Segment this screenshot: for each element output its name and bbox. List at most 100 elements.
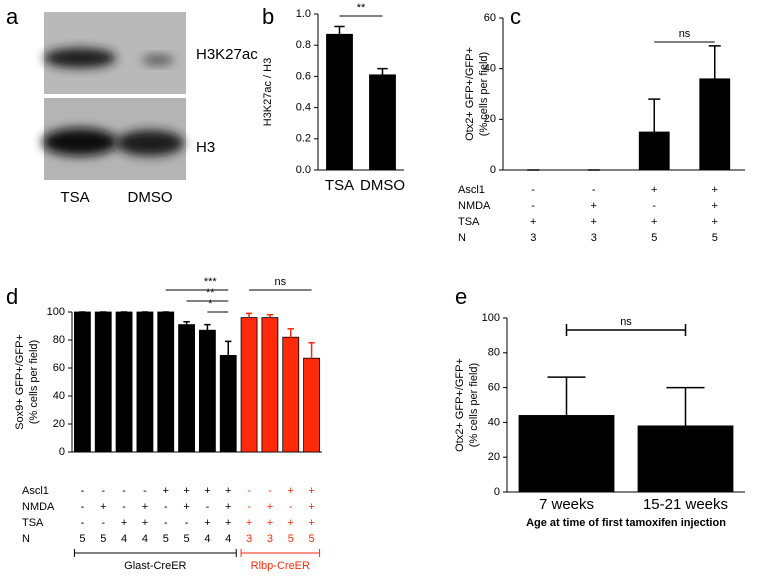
error-bar (547, 376, 586, 416)
error-bar (666, 386, 705, 426)
error-bar (204, 323, 211, 331)
y-tick-label: 1.0 (296, 8, 311, 20)
condition-value: - (531, 184, 535, 196)
bar (136, 311, 154, 453)
condition-value: 4 (204, 533, 210, 545)
y-tick-label: 0 (490, 164, 496, 176)
bar (157, 311, 175, 453)
panel-label: a (6, 4, 19, 29)
error-bar (245, 312, 253, 318)
condition-value: - (185, 517, 189, 529)
condition-value: + (288, 485, 294, 497)
condition-value: - (164, 517, 168, 529)
y-tick-label: 0 (494, 486, 500, 498)
x-tick-label: TSA (325, 177, 354, 194)
condition-value: 5 (163, 533, 169, 545)
significance-label: ns (620, 316, 632, 328)
condition-value: - (81, 485, 85, 497)
y-axis-label: (% cells per field) (478, 52, 490, 136)
significance-label: *** (204, 276, 218, 288)
bar (199, 329, 216, 453)
condition-value: - (164, 501, 168, 513)
condition-value: 3 (530, 232, 536, 244)
y-tick-label: 80 (53, 334, 65, 346)
condition-value: - (143, 485, 147, 497)
condition-name: Ascl1 (458, 184, 485, 196)
condition-name: NMDA (458, 200, 491, 212)
condition-value: + (308, 501, 314, 513)
group-label: Rlbp-CreER (251, 560, 310, 572)
bar (699, 78, 731, 171)
y-tick-label: 40 (488, 416, 500, 428)
condition-value: 4 (225, 533, 231, 545)
condition-name: Ascl1 (22, 485, 49, 497)
condition-value: + (183, 485, 189, 497)
band-label: H3K27ac (196, 46, 258, 63)
condition-name: TSA (22, 517, 44, 529)
condition-value: + (225, 517, 231, 529)
condition-value: 5 (79, 533, 85, 545)
condition-value: 5 (712, 232, 718, 244)
condition-value: - (206, 501, 210, 513)
condition-value: + (183, 501, 189, 513)
condition-value: 5 (288, 533, 294, 545)
band (142, 55, 174, 65)
condition-value: - (81, 517, 85, 529)
condition-value: 3 (267, 533, 273, 545)
condition-value: + (591, 200, 597, 212)
blot-panel: a H3K27ac H3 TSA DMSO (6, 4, 258, 206)
condition-value: + (651, 216, 657, 228)
condition-name: N (458, 232, 466, 244)
y-axis-label: H3K27ac / H3 (262, 58, 274, 126)
condition-value: 5 (651, 232, 657, 244)
y-axis-label: Otx2+ GFP+/GFP+ (464, 47, 476, 141)
condition-value: + (288, 517, 294, 529)
condition-value: + (591, 216, 597, 228)
condition-value: 4 (142, 533, 148, 545)
y-tick-label: 80 (488, 347, 500, 359)
condition-value: + (712, 184, 718, 196)
x-tick-label: 15-21 weeks (643, 496, 728, 513)
significance-label: ns (679, 28, 691, 40)
condition-value: - (101, 517, 105, 529)
x-tick-label: DMSO (360, 177, 405, 194)
significance-label: ** (206, 287, 215, 299)
condition-value: + (267, 517, 273, 529)
condition-value: + (308, 485, 314, 497)
error-bar (648, 98, 661, 132)
panel-label: c (510, 4, 521, 29)
panel-label: b (262, 4, 274, 29)
y-tick-label: 100 (482, 312, 500, 324)
band (42, 128, 118, 156)
y-axis-label: Sox9+ GFP+/GFP+ (14, 334, 26, 430)
condition-value: + (225, 501, 231, 513)
y-tick-label: 0.6 (296, 70, 311, 82)
bar (261, 317, 279, 453)
significance-label: ** (357, 2, 366, 14)
condition-value: - (652, 200, 656, 212)
significance-label: ns (275, 276, 287, 288)
bar (74, 311, 91, 453)
error-bar (708, 45, 721, 79)
y-tick-label: 60 (484, 12, 496, 24)
condition-value: + (204, 485, 210, 497)
error-bar (377, 67, 388, 75)
group-bracket (240, 549, 321, 557)
condition-value: - (101, 485, 105, 497)
y-tick-label: 60 (53, 362, 65, 374)
error-bar (287, 328, 294, 338)
condition-value: + (530, 216, 536, 228)
y-tick-label: 20 (484, 113, 496, 125)
bar (219, 354, 237, 453)
bar (115, 311, 133, 453)
y-tick-label: 0.2 (296, 133, 311, 145)
y-tick-label: 0.0 (296, 164, 311, 176)
condition-name: TSA (458, 216, 480, 228)
condition-value: 4 (121, 533, 127, 545)
condition-name: N (22, 533, 30, 545)
x-tick-label: 7 weeks (539, 496, 594, 513)
lane-label: TSA (60, 189, 89, 206)
condition-value: + (308, 517, 314, 529)
bar (369, 74, 396, 171)
